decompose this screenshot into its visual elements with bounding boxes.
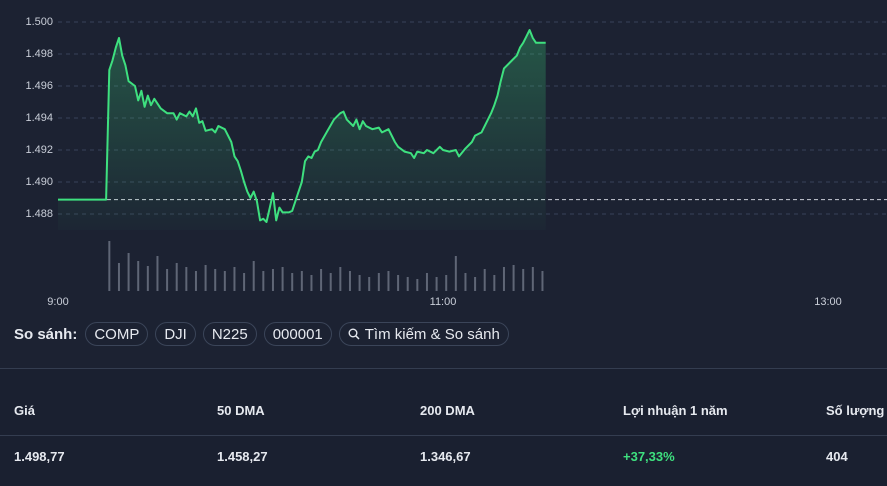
volume-bar [339, 267, 342, 291]
compare-chip[interactable]: N225 [202, 322, 257, 346]
volume-bar [310, 275, 313, 291]
volume-bar [320, 269, 323, 291]
volume-bar [300, 271, 303, 291]
compare-chip[interactable]: COMP [85, 322, 149, 346]
volume-bar [454, 256, 457, 291]
volume-bar [445, 275, 448, 291]
volume-bar [358, 275, 361, 291]
volume-bar [146, 266, 149, 291]
x-tick-label: 9:00 [47, 296, 68, 308]
volume-bar [127, 253, 130, 291]
volume-bar [329, 273, 332, 291]
compare-bar: So sánh: COMP DJI N225 000001 Tìm kiếm &… [14, 322, 509, 346]
volume-bar [368, 277, 371, 291]
volume-bar [483, 269, 486, 291]
volume-bar [214, 269, 217, 291]
volume-bar [185, 267, 188, 291]
volume-bar [175, 263, 178, 291]
stats-table: Giá 50 DMA 200 DMA Lợi nhuận 1 năm Số lượng … [0, 368, 887, 486]
price-area [58, 30, 546, 230]
y-tick-label: 1.490 [25, 176, 53, 188]
volume-bar [243, 273, 246, 291]
stat-header: 200 DMA [420, 403, 475, 418]
volume-bar [233, 267, 236, 291]
volume-bar [194, 271, 197, 291]
compare-label: So sánh: [14, 325, 78, 343]
volume-bar [117, 263, 120, 291]
volume-bar [271, 269, 274, 291]
search-label: Tìm kiếm & So sánh [364, 325, 500, 343]
y-tick-label: 1.492 [25, 144, 53, 156]
stat-header: 50 DMA [217, 403, 265, 418]
y-tick-label: 1.498 [25, 48, 53, 60]
volume-bar [397, 275, 400, 291]
volume-bar [522, 269, 525, 291]
volume-bar [541, 271, 544, 291]
volume-bar [425, 273, 428, 291]
y-tick-label: 1.500 [25, 16, 53, 28]
x-tick-label: 13:00 [814, 296, 842, 308]
y-tick-label: 1.494 [25, 112, 53, 124]
volume-bar [166, 269, 169, 291]
volume-bar [387, 271, 390, 291]
volume-bar [435, 277, 438, 291]
volume-bar [108, 241, 111, 291]
volume-bar [281, 267, 284, 291]
volume-bar [252, 261, 255, 291]
volume-bar [204, 265, 207, 291]
stat-header: Giá [14, 403, 35, 418]
stat-value: +37,33% [623, 449, 675, 464]
stat-value: 1.346,67 [420, 449, 471, 464]
price-line [58, 29, 546, 223]
volume-bar [493, 275, 496, 291]
stats-values: 1.498,77 1.458,27 1.346,67 +37,33% 404 [0, 449, 887, 469]
volume-bar [474, 277, 477, 291]
volume-bar [406, 277, 409, 291]
volume-bar [262, 271, 265, 291]
search-icon [348, 328, 360, 340]
stat-value: 1.498,77 [14, 449, 65, 464]
stat-header: Số lượng [826, 403, 885, 418]
stat-header: Lợi nhuận 1 năm [623, 403, 728, 418]
volume-bar [291, 273, 294, 291]
x-tick-label: 11:00 [430, 296, 457, 308]
compare-chip[interactable]: 000001 [263, 322, 332, 346]
y-tick-label: 1.488 [25, 208, 53, 220]
compare-chip[interactable]: DJI [155, 322, 196, 346]
stats-header: Giá 50 DMA 200 DMA Lợi nhuận 1 năm Số lượng [0, 403, 887, 423]
stat-value: 1.458,27 [217, 449, 268, 464]
chart: 1.488 1.490 1.492 1.494 1.496 1.498 1.500 9:00 1… [25, 16, 887, 308]
volume-bar [377, 273, 380, 291]
y-tick-label: 1.496 [25, 80, 53, 92]
volume-bar [531, 267, 534, 291]
volume-bar [137, 261, 140, 291]
volume-bar [223, 271, 226, 291]
stat-value: 404 [826, 449, 848, 464]
volume-bar [464, 273, 467, 291]
volume-bar [348, 271, 351, 291]
volume-bar [416, 279, 419, 291]
volume-bar [512, 265, 515, 291]
divider [0, 435, 887, 436]
search-compare[interactable]: Tìm kiếm & So sánh [338, 322, 509, 346]
volume-bar [502, 267, 505, 291]
volume-bar [156, 256, 159, 291]
